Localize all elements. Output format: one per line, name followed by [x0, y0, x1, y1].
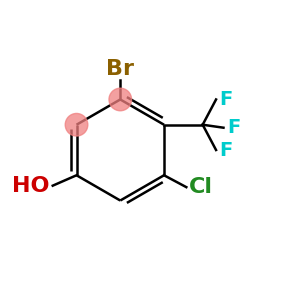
Text: F: F [227, 118, 240, 137]
Text: F: F [220, 140, 233, 160]
Circle shape [65, 113, 88, 136]
Text: F: F [220, 90, 233, 109]
Text: Br: Br [106, 59, 134, 79]
Text: Cl: Cl [189, 177, 213, 197]
Circle shape [109, 88, 132, 111]
Text: HO: HO [12, 176, 50, 196]
